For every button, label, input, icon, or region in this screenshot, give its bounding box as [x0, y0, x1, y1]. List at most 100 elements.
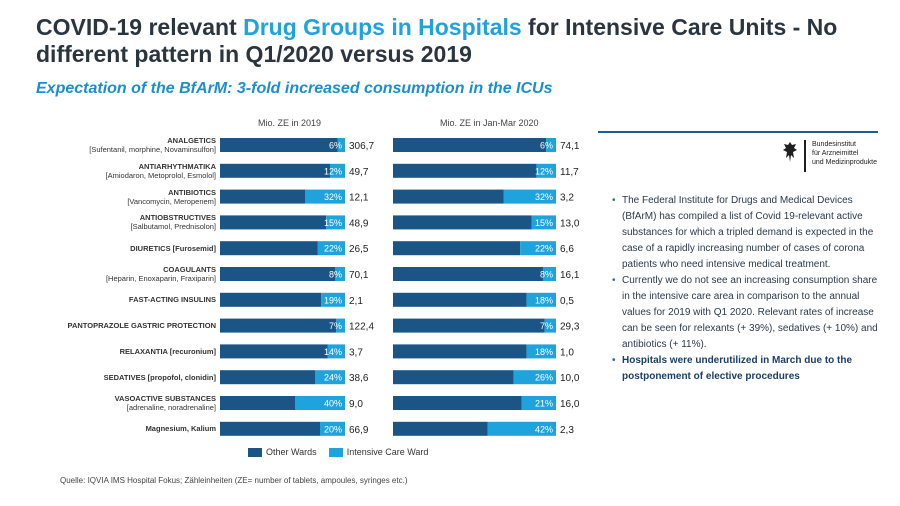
bar-other-wards	[220, 138, 338, 152]
icu-share-label: 20%	[324, 424, 342, 434]
total-label: 74,1	[560, 141, 580, 152]
total-label: 2,3	[560, 425, 574, 436]
category-name: DIURETICS [Furosemid]	[130, 243, 216, 253]
category-name: FAST-ACTING INSULINS	[128, 295, 216, 305]
category-sub: [Amiodaron, Metoprolol, Esmolol]	[105, 170, 216, 180]
note-item: The Federal Institute for Drugs and Medi…	[612, 193, 882, 273]
total-label: 66,9	[349, 425, 369, 436]
icu-share-label: 22%	[324, 244, 342, 254]
category-label: DIURETICS [Furosemid]	[36, 244, 216, 253]
category-name: PANTOPRAZOLE GASTRIC PROTECTION	[67, 321, 216, 331]
icu-share-label: 42%	[535, 424, 553, 434]
icu-share-label: 8%	[329, 270, 342, 280]
total-label: 12,1	[349, 193, 369, 204]
icu-share-label: 18%	[535, 295, 553, 305]
category-name: COAGULANTS	[163, 265, 216, 274]
logo-text: Bundesinstitut für Arzneimittel und Medi…	[812, 140, 877, 167]
category-name: Magnesium, Kalium	[145, 424, 216, 434]
total-label: 49,7	[349, 167, 369, 178]
bar-icu	[531, 215, 556, 230]
note-item-highlight: Hospitals were underutilized in March du…	[612, 353, 882, 385]
bar-other-wards	[393, 421, 488, 436]
bar-other-wards	[393, 292, 527, 307]
icu-share-label: 7%	[329, 321, 342, 331]
icu-share-label: 12%	[324, 166, 342, 176]
logo-line2: für Arzneimittel	[812, 150, 859, 157]
category-name: ANTIARHYTHMATIKA	[138, 161, 216, 171]
bar-other-wards	[220, 267, 335, 281]
bar-icu	[315, 370, 345, 385]
bar-other-wards	[393, 267, 543, 281]
total-label: 13,0	[560, 218, 580, 229]
total-label: 11,7	[560, 167, 579, 178]
bar-icu	[526, 344, 556, 359]
total-label: 9,0	[349, 399, 363, 410]
bar-icu	[295, 396, 345, 410]
title-accent: Drug Groups in Hospitals	[243, 14, 522, 40]
icu-share-label: 32%	[324, 192, 342, 202]
category-label: PANTOPRAZOLE GASTRIC PROTECTION	[36, 321, 216, 330]
panel-title-2019: Mio. ZE in 2019	[258, 118, 322, 128]
category-name: SEDATIVES [propofol, clonidin]	[103, 372, 216, 382]
notes-list: The Federal Institute for Drugs and Medi…	[612, 193, 882, 385]
legend-swatch-icu	[328, 447, 343, 457]
bar-other-wards	[220, 189, 305, 204]
bfarm-logo: Bundesinstitut für Arzneimittel und Medi…	[782, 140, 877, 172]
category-label: VASOACTIVE SUBSTANCES [adrenaline, noradr…	[36, 394, 216, 412]
bar-other-wards	[220, 344, 328, 359]
icu-share-label: 6%	[329, 141, 342, 151]
icu-share-label: 8%	[540, 270, 553, 280]
category-sub: [Salbutamol, Prednisolon]	[130, 222, 216, 232]
icu-share-label: 21%	[535, 399, 553, 409]
total-label: 2,1	[349, 296, 363, 307]
category-label: SEDATIVES [propofol, clonidin]	[36, 373, 216, 382]
category-label: ANTIBIOTICS [Vancomycin, Meropenem]	[36, 188, 216, 206]
bar-icu	[526, 292, 556, 307]
bar-other-wards	[393, 241, 521, 256]
category-name: ANTIOBSTRUCTIVES	[139, 213, 216, 223]
total-label: 29,3	[560, 322, 580, 333]
bar-icu	[487, 421, 556, 436]
panel-title-2020: Mio. ZE in Jan-Mar 2020	[440, 118, 539, 128]
icu-share-label: 24%	[324, 373, 342, 383]
bar-icu	[327, 344, 345, 359]
category-label: RELAXANTIA [recuronium]	[36, 347, 216, 356]
bar-other-wards	[220, 215, 327, 230]
icu-share-label: 22%	[535, 244, 553, 254]
legend-swatch-other	[248, 447, 262, 457]
page-title: COVID-19 relevant Drug Groups in Hospita…	[36, 14, 856, 68]
bar-icu	[542, 267, 556, 281]
total-label: 10,0	[560, 373, 580, 384]
bar-icu	[326, 215, 345, 230]
icu-share-label: 7%	[540, 321, 553, 331]
bar-other-wards	[393, 163, 537, 178]
category-label: ANTIOBSTRUCTIVES [Salbutamol, Prednisolon…	[36, 213, 216, 231]
total-label: 6,6	[560, 244, 574, 255]
total-label: 3,2	[560, 193, 574, 204]
bar-other-wards	[393, 318, 545, 333]
bar-other-wards	[393, 370, 514, 385]
bar-icu	[330, 163, 345, 178]
total-label: 306,7	[349, 141, 374, 152]
bar-other-wards	[220, 370, 315, 385]
total-label: 38,6	[349, 373, 369, 384]
total-label: 70,1	[349, 270, 369, 281]
icu-share-label: 6%	[540, 141, 553, 151]
bar-icu	[320, 421, 345, 436]
category-name: RELAXANTIA [recuronium]	[119, 346, 216, 356]
icu-share-label: 15%	[535, 218, 553, 228]
logo-line3: und Medizinprodukte	[812, 159, 877, 166]
bar-icu	[546, 138, 556, 152]
category-label: ANALGETICS [Sufentanil, morphine, Novamin…	[36, 136, 216, 154]
bar-other-wards	[220, 396, 295, 410]
title-part2: for Intensive Care Units - No different …	[36, 14, 838, 67]
bar-other-wards	[220, 292, 322, 307]
bar-other-wards	[220, 241, 318, 256]
category-label: ANTIARHYTHMATIKA [Amiodaron, Metoprolol, …	[36, 162, 216, 180]
category-sub: [Heparin, Enoxaparin, Fraxiparin]	[105, 274, 216, 283]
bar-icu	[305, 189, 345, 204]
category-sub: [adrenaline, noradrenaline]	[126, 403, 216, 412]
legend-icu: Intensive Care Ward	[328, 447, 428, 457]
bar-icu	[513, 370, 556, 385]
